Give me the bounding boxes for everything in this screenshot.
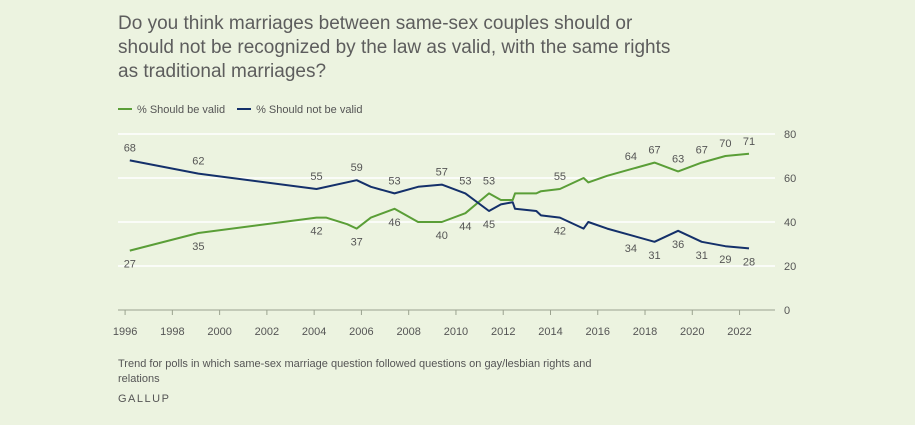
series-line-valid bbox=[129, 152, 750, 252]
data-label: 55 bbox=[310, 171, 322, 183]
data-label: 64 bbox=[625, 151, 637, 163]
legend-swatch-valid bbox=[118, 108, 132, 110]
data-label: 28 bbox=[743, 256, 755, 268]
legend-label-not-valid: % Should not be valid bbox=[256, 104, 363, 116]
x-tick-label: 2014 bbox=[538, 326, 562, 338]
x-tick-label: 2004 bbox=[302, 326, 326, 338]
data-label: 42 bbox=[554, 226, 566, 238]
data-label: 31 bbox=[648, 250, 660, 262]
x-tick-label: 2016 bbox=[586, 326, 610, 338]
x-tick-label: 2000 bbox=[207, 326, 231, 338]
legend-item-valid: % Should be valid bbox=[118, 104, 225, 116]
data-label: 67 bbox=[696, 145, 708, 157]
y-tick-label: 60 bbox=[784, 173, 796, 185]
x-tick-label: 2008 bbox=[396, 326, 420, 338]
data-label: 71 bbox=[743, 136, 755, 148]
data-label: 46 bbox=[388, 217, 400, 229]
chart-title: Do you think marriages between same-sex … bbox=[118, 13, 671, 82]
data-label: 31 bbox=[696, 250, 708, 262]
x-tick-label: 1998 bbox=[160, 326, 184, 338]
x-tick-label: 2020 bbox=[680, 326, 704, 338]
x-tick-label: 2022 bbox=[727, 326, 751, 338]
data-label: 37 bbox=[351, 237, 363, 249]
data-label: 63 bbox=[672, 153, 684, 165]
data-label: 62 bbox=[192, 156, 204, 168]
x-tick-label: 2002 bbox=[255, 326, 279, 338]
data-label: 29 bbox=[719, 254, 731, 266]
data-label: 27 bbox=[124, 259, 136, 271]
data-label: 57 bbox=[436, 167, 448, 179]
x-tick-label: 2010 bbox=[444, 326, 468, 338]
legend-label-valid: % Should be valid bbox=[137, 104, 226, 116]
data-label: 59 bbox=[351, 162, 363, 174]
legend: % Should be valid % Should not be valid bbox=[118, 104, 374, 116]
y-tick-label: 0 bbox=[784, 305, 790, 317]
data-label: 36 bbox=[672, 239, 684, 251]
data-label: 53 bbox=[388, 175, 400, 187]
y-tick-label: 20 bbox=[784, 261, 796, 273]
data-label: 40 bbox=[436, 230, 448, 242]
source-label: GALLUP bbox=[118, 393, 171, 405]
chart-note: Trend for polls in which same-sex marria… bbox=[118, 358, 592, 385]
data-label: 53 bbox=[483, 175, 495, 187]
data-label: 42 bbox=[310, 226, 322, 238]
legend-item-not-valid: % Should not be valid bbox=[237, 104, 362, 116]
data-label: 45 bbox=[483, 219, 495, 231]
data-label: 70 bbox=[719, 138, 731, 150]
data-label: 35 bbox=[192, 241, 204, 253]
data-label: 68 bbox=[124, 142, 136, 154]
x-tick-label: 2012 bbox=[491, 326, 515, 338]
series-line-not-valid bbox=[129, 159, 750, 250]
x-tick-label: 2018 bbox=[633, 326, 657, 338]
y-tick-label: 40 bbox=[784, 217, 796, 229]
data-label: 44 bbox=[459, 221, 471, 233]
x-tick-label: 1996 bbox=[113, 326, 137, 338]
y-tick-label: 80 bbox=[784, 129, 796, 141]
data-label: 53 bbox=[459, 175, 471, 187]
x-tick-label: 2006 bbox=[349, 326, 373, 338]
data-label: 34 bbox=[625, 243, 637, 255]
data-label: 67 bbox=[648, 145, 660, 157]
data-label: 55 bbox=[554, 171, 566, 183]
legend-swatch-not-valid bbox=[237, 108, 252, 110]
